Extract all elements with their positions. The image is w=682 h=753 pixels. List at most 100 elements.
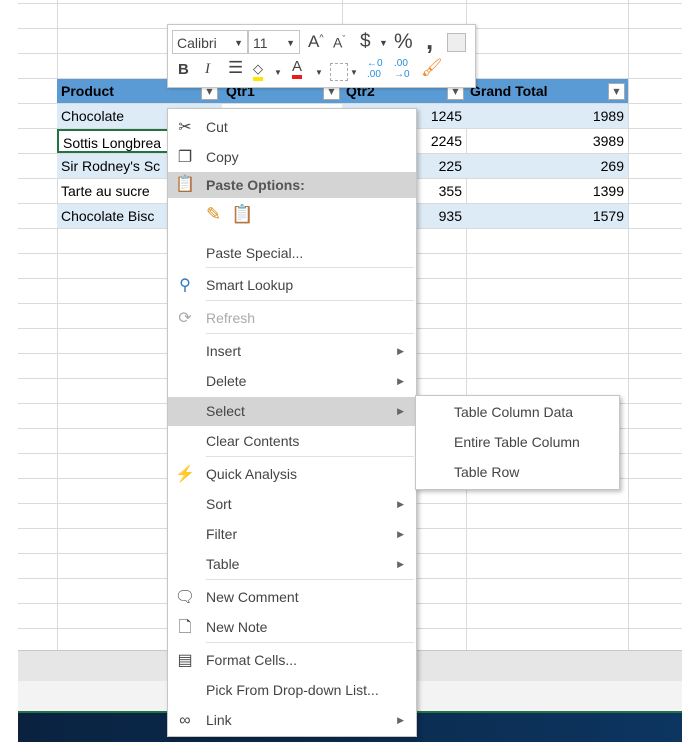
label: Insert (206, 343, 242, 359)
label: Pick From Drop-down List... (206, 682, 379, 698)
label: Select (206, 403, 245, 419)
label: Copy (206, 149, 239, 165)
new-note-icon: 🗋 (178, 619, 192, 636)
menu-item-copy[interactable]: ❐ Copy (168, 143, 416, 172)
filter-dropdown-button[interactable]: ▼ (608, 83, 625, 100)
increase-decimal-icon[interactable]: ←0.00 (367, 58, 383, 80)
gridline (466, 0, 467, 650)
chevron-right-icon: ▶ (397, 529, 404, 539)
paste-formulas-icon[interactable]: ✎ (206, 204, 222, 224)
divider (206, 456, 414, 457)
font-size-select[interactable]: 11 ▼ (248, 30, 300, 54)
label: Smart Lookup (206, 277, 294, 293)
menu-item-cut[interactable]: ✂ Cut (168, 113, 416, 142)
italic-button[interactable]: I (205, 61, 210, 77)
bold-button[interactable]: B (178, 61, 189, 78)
chevron-right-icon: ▶ (397, 559, 404, 569)
label: New Comment (206, 589, 299, 605)
menu-item-pick-from-list[interactable]: Pick From Drop-down List... (168, 676, 416, 705)
label: Table (206, 556, 240, 572)
select-submenu: Table Column Data Entire Table Column Ta… (415, 395, 620, 490)
context-menu: ✂ Cut ❐ Copy 📋 Paste Options: ✎ 📋 Paste Spe… (167, 108, 417, 737)
header-grand-total: Grand Total (466, 79, 628, 103)
chevron-down-icon[interactable]: ▼ (350, 68, 358, 77)
format-cells-icon: ▤ (177, 652, 193, 669)
scissors-icon: ✂ (178, 119, 192, 136)
menu-item-select[interactable]: Select ▶ (168, 397, 416, 426)
menu-item-new-comment[interactable]: 🗨 New Comment (168, 583, 416, 612)
chevron-right-icon: ▶ (397, 376, 404, 386)
decrease-decimal-icon[interactable]: .00 →0 (394, 58, 410, 80)
chevron-right-icon: ▶ (397, 715, 404, 725)
label: Paste Special... (206, 245, 304, 261)
search-icon: ⚲ (179, 277, 191, 294)
menu-item-link[interactable]: ∞ Link ▶ (168, 706, 416, 735)
chevron-down-icon[interactable]: ▼ (315, 68, 323, 77)
new-comment-icon: 🗨 (174, 589, 196, 606)
cell-grand-total[interactable]: 1399 (592, 183, 624, 199)
menu-item-format-cells[interactable]: ▤ Format Cells... (168, 646, 416, 675)
paste-values-icon[interactable]: 📋 (231, 204, 254, 224)
decrease-font-icon[interactable]: Aˇ (333, 34, 346, 51)
refresh-icon: ⟳ (178, 310, 192, 327)
copy-icon: ❐ (177, 149, 193, 166)
font-color-icon[interactable]: A (292, 59, 303, 79)
cell-grand-total[interactable]: 1579 (466, 204, 628, 228)
menu-item-sort[interactable]: Sort ▶ (168, 490, 416, 519)
cell-product[interactable]: Tarte au sucre (61, 183, 150, 199)
link-icon: ∞ (179, 712, 191, 729)
menu-item-insert[interactable]: Insert ▶ (168, 337, 416, 366)
menu-item-quick-analysis[interactable]: ⚡ Quick Analysis (168, 460, 416, 489)
cell-grand-total[interactable]: 269 (466, 154, 628, 178)
chevron-right-icon: ▶ (397, 499, 404, 509)
label: Paste Options: (206, 177, 305, 193)
chevron-right-icon: ▶ (397, 406, 404, 416)
cell-qtr2[interactable]: 2245 (430, 133, 462, 149)
cell-grand-total[interactable]: 1989 (466, 104, 628, 128)
comma-style-button[interactable]: , (426, 25, 434, 55)
label: Clear Contents (206, 433, 300, 449)
merge-center-icon[interactable] (447, 33, 466, 52)
label: Refresh (206, 310, 256, 326)
gridline (628, 0, 629, 650)
label: Filter (206, 526, 238, 542)
menu-item-new-note[interactable]: 🗋 New Note (168, 613, 416, 642)
borders-icon[interactable] (330, 63, 348, 81)
submenu-item-entire-table-column[interactable]: Entire Table Column (416, 428, 619, 457)
menu-item-filter[interactable]: Filter ▶ (168, 520, 416, 549)
font-name: Calibri (177, 35, 217, 51)
menu-item-paste-special[interactable]: Paste Special... (168, 239, 416, 268)
menu-item-table[interactable]: Table ▶ (168, 550, 416, 579)
submenu-item-table-column-data[interactable]: Table Column Data (416, 398, 619, 427)
label: New Note (206, 619, 268, 635)
menu-item-clear-contents[interactable]: Clear Contents (168, 427, 416, 456)
label: Entire Table Column (454, 434, 580, 450)
label: Table Column Data (454, 404, 574, 420)
divider (206, 642, 414, 643)
label: Quick Analysis (206, 466, 298, 482)
cell-qtr2[interactable]: 355 (438, 183, 462, 199)
label: Delete (206, 373, 247, 389)
align-center-icon[interactable]: ☰ (228, 58, 244, 77)
mini-toolbar: Calibri ▼ 11 ▼ A^ Aˇ $ ▼ % , B I ☰ ◇ ▼ A ▼… (167, 24, 476, 88)
menu-item-refresh: ⟳ Refresh (168, 304, 416, 333)
font-size: 11 (253, 35, 268, 51)
menu-item-smart-lookup[interactable]: ⚲ Smart Lookup (168, 271, 416, 300)
divider (206, 579, 414, 580)
quick-analysis-icon: ⚡ (175, 466, 195, 483)
chevron-down-icon[interactable]: ▼ (379, 38, 388, 48)
chevron-right-icon: ▶ (397, 346, 404, 356)
increase-font-icon[interactable]: A^ (308, 32, 324, 51)
fill-color-icon[interactable]: ◇ (253, 61, 263, 81)
divider (206, 333, 414, 334)
submenu-item-table-row[interactable]: Table Row (416, 458, 619, 487)
currency-button[interactable]: $ (360, 31, 371, 52)
chevron-down-icon[interactable]: ▼ (274, 68, 282, 77)
label: Link (206, 712, 232, 728)
menu-item-delete[interactable]: Delete ▶ (168, 367, 416, 396)
font-name-select[interactable]: Calibri ▼ (172, 30, 248, 54)
label: Sort (206, 496, 232, 512)
format-painter-icon[interactable]: 🖌 (421, 58, 443, 77)
percent-button[interactable]: % (394, 30, 413, 53)
cell-grand-total[interactable]: 3989 (592, 133, 624, 149)
